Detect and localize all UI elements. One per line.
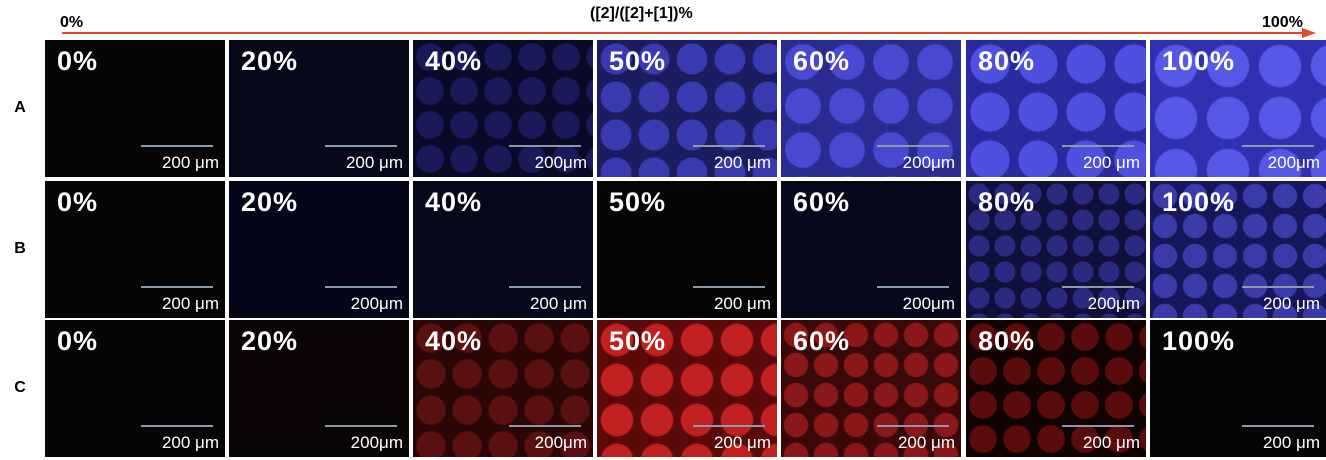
scale-bar	[509, 286, 581, 288]
scale-bar	[693, 286, 765, 288]
micrograph-panel: 40% 200μm	[413, 40, 593, 177]
scale-text: 200μm	[903, 294, 955, 314]
panel-label: 0%	[57, 46, 98, 77]
scale-text: 200 μm	[1263, 433, 1320, 453]
panel-label: 40%	[425, 187, 482, 218]
header-right: 100%	[1262, 14, 1303, 32]
panel-label: 20%	[241, 46, 298, 77]
scale-text: 200μm	[1268, 153, 1320, 173]
scale-text: 200 μm	[162, 433, 219, 453]
scale-bar	[141, 286, 213, 288]
panel-label: 0%	[57, 326, 98, 357]
scale-bar	[325, 425, 397, 427]
scale-text: 200 μm	[346, 153, 403, 173]
scale-text: 200 μm	[1083, 433, 1140, 453]
micrograph-panel: 60% 200μm	[781, 40, 961, 177]
scale-bar	[1062, 145, 1134, 147]
micrograph-panel: 80% 200μm	[966, 181, 1146, 318]
panel-label: 100%	[1162, 326, 1235, 357]
micrograph-panel: 80% 200 μm	[966, 40, 1146, 177]
row-label: B	[10, 240, 30, 258]
scale-text: 200μm	[535, 433, 587, 453]
scale-bar	[141, 425, 213, 427]
micrograph-panel: 50% 200 μm	[597, 181, 777, 318]
scale-text: 200 μm	[530, 294, 587, 314]
panel-label: 50%	[609, 187, 666, 218]
scale-text: 200μm	[351, 433, 403, 453]
micrograph-panel: 60% 200μm	[781, 181, 961, 318]
panel-label: 80%	[978, 187, 1035, 218]
scale-text: 200 μm	[162, 294, 219, 314]
scale-text: 200 μm	[898, 433, 955, 453]
scale-text: 200 μm	[1263, 294, 1320, 314]
panel-label: 100%	[1162, 46, 1235, 77]
scale-bar	[509, 425, 581, 427]
scale-bar	[877, 145, 949, 147]
scale-bar	[1062, 425, 1134, 427]
micrograph-panel: 40% 200μm	[413, 320, 593, 457]
scale-bar	[693, 145, 765, 147]
scale-bar	[1062, 286, 1134, 288]
micrograph-panel: 40% 200 μm	[413, 181, 593, 318]
micrograph-panel: 60% 200 μm	[781, 320, 961, 457]
scale-text: 200 μm	[714, 433, 771, 453]
scale-bar	[141, 145, 213, 147]
scale-text: 200 μm	[162, 153, 219, 173]
scale-bar	[1242, 425, 1314, 427]
scale-text: 200μm	[535, 153, 587, 173]
header-title: ([2]/([2]+[1])%	[590, 5, 693, 23]
micrograph-panel: 20% 200μm	[229, 181, 409, 318]
panel-label: 50%	[609, 46, 666, 77]
scale-bar	[325, 145, 397, 147]
scale-text: 200 μm	[714, 294, 771, 314]
micrograph-panel: 20% 200 μm	[229, 40, 409, 177]
scale-text: 200μm	[1088, 294, 1140, 314]
micrograph-panel: 20% 200μm	[229, 320, 409, 457]
micrograph-panel: 0% 200 μm	[45, 181, 225, 318]
micrograph-panel: 100% 200μm	[1150, 40, 1326, 177]
row-label: C	[10, 379, 30, 397]
scale-bar	[877, 425, 949, 427]
scale-text: 200 μm	[1083, 153, 1140, 173]
panel-label: 50%	[609, 326, 666, 357]
panel-label: 80%	[978, 46, 1035, 77]
scale-text: 200μm	[903, 153, 955, 173]
micrograph-panel: 50% 200 μm	[597, 40, 777, 177]
scale-text: 200μm	[351, 294, 403, 314]
micrograph-panel: 0% 200 μm	[45, 40, 225, 177]
panel-label: 20%	[241, 326, 298, 357]
scale-bar	[1242, 286, 1314, 288]
row-label: A	[10, 99, 30, 117]
panel-label: 80%	[978, 326, 1035, 357]
panel-label: 60%	[793, 187, 850, 218]
micrograph-panel: 0% 200 μm	[45, 320, 225, 457]
panel-label: 60%	[793, 326, 850, 357]
header-left: 0%	[60, 14, 83, 32]
page: 0% ([2]/([2]+[1])% 100% A 0% 200 μm 20% 200 …	[0, 0, 1326, 460]
micrograph-panel: 100% 200 μm	[1150, 181, 1326, 318]
scale-text: 200 μm	[714, 153, 771, 173]
scale-bar	[325, 286, 397, 288]
scale-bar	[877, 286, 949, 288]
panel-label: 20%	[241, 187, 298, 218]
panel-label: 0%	[57, 187, 98, 218]
scale-bar	[693, 425, 765, 427]
scale-bar	[1242, 145, 1314, 147]
micrograph-panel: 80% 200 μm	[966, 320, 1146, 457]
micrograph-panel: 100% 200 μm	[1150, 320, 1326, 457]
panel-label: 40%	[425, 46, 482, 77]
panel-label: 100%	[1162, 187, 1235, 218]
micrograph-panel: 50% 200 μm	[597, 320, 777, 457]
scale-bar	[509, 145, 581, 147]
panel-label: 40%	[425, 326, 482, 357]
panel-label: 60%	[793, 46, 850, 77]
